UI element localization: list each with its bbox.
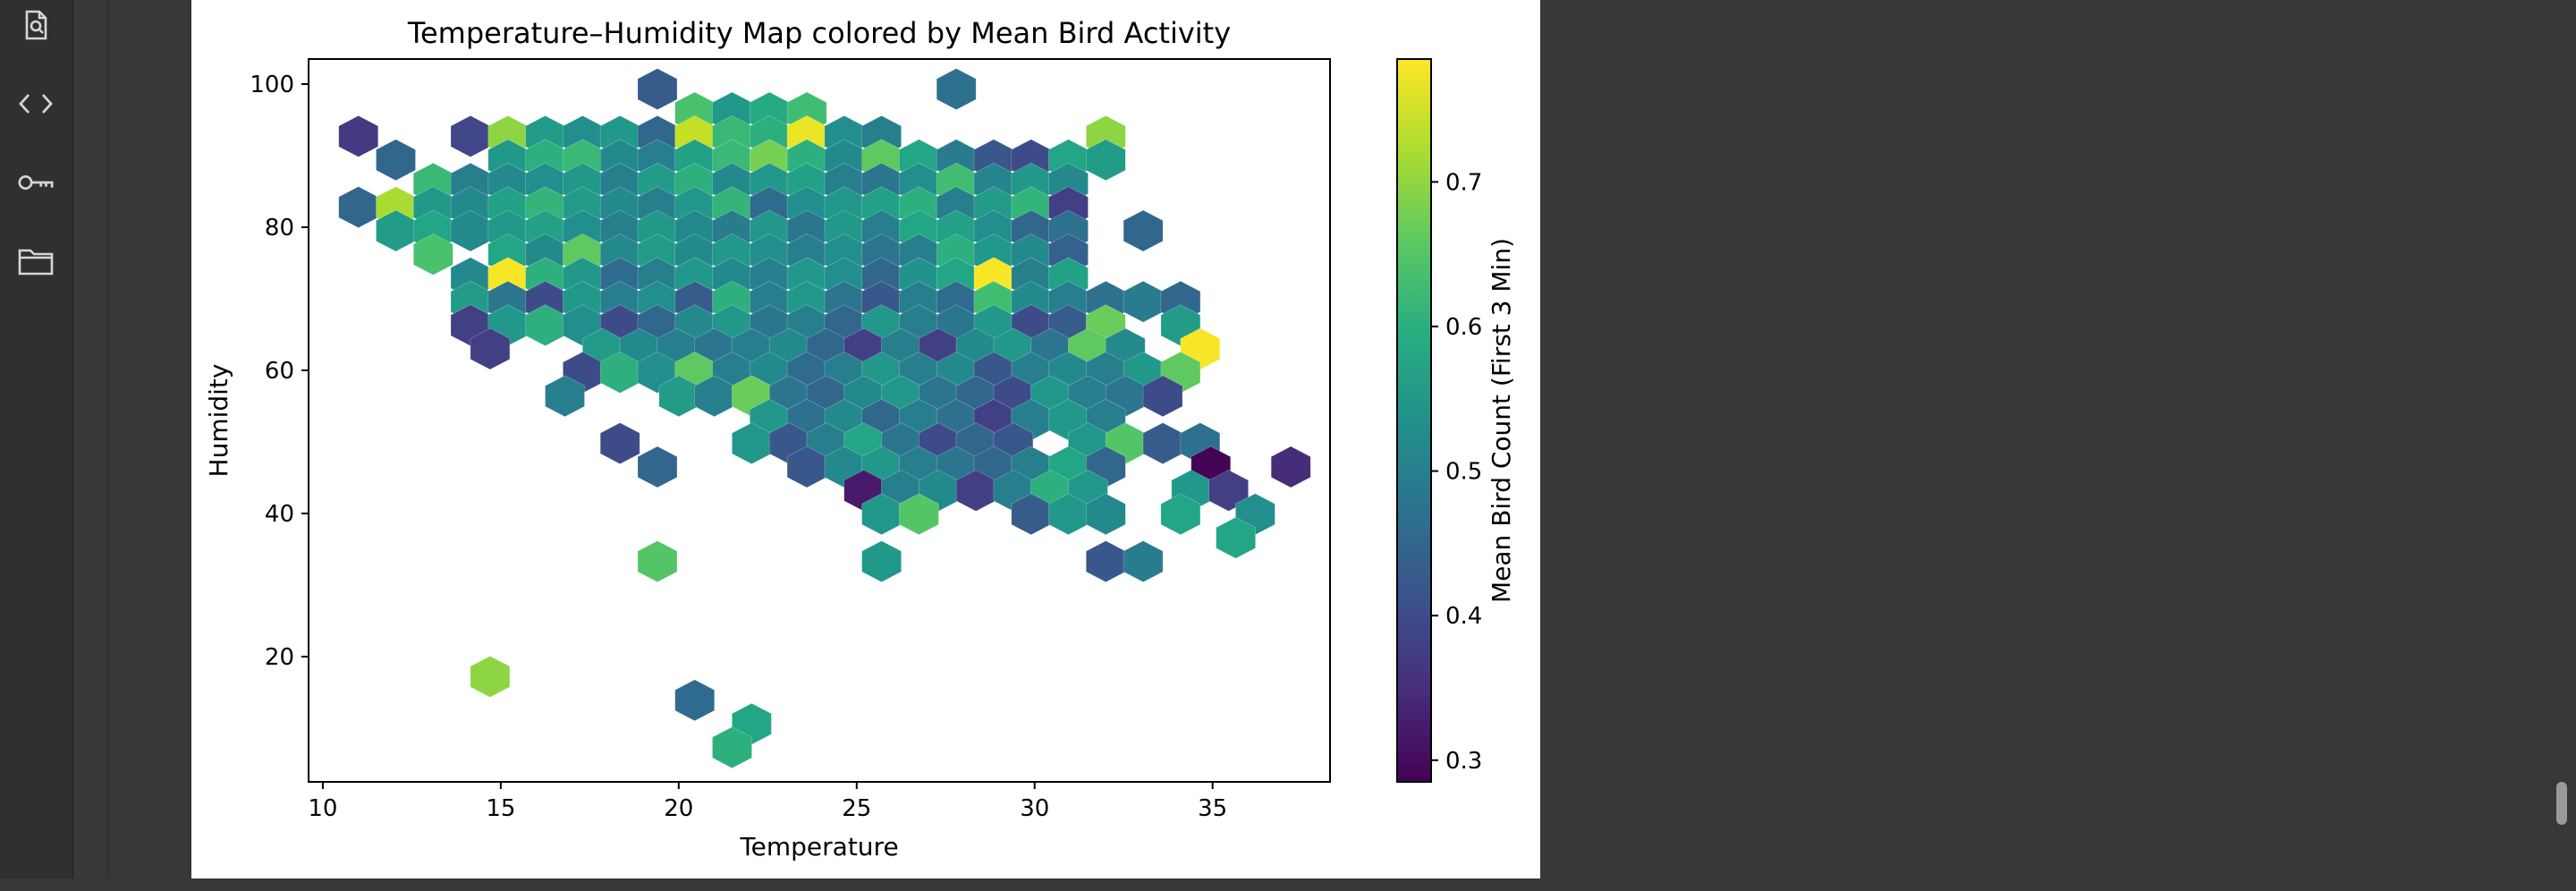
colorbar-tick-label: 0.3 <box>1445 748 1482 775</box>
hexbin-cell <box>450 115 491 157</box>
plot-frame <box>308 58 1331 783</box>
y-axis: 20 40 60 80 100 <box>250 72 309 671</box>
hexbin-cell <box>1160 493 1201 536</box>
hexbin-cell <box>936 68 977 110</box>
scrollbar-thumb[interactable] <box>2556 782 2567 825</box>
hexbin-chart: Temperature–Humidity Map colored by Mean… <box>204 16 1516 861</box>
hexbin-cell <box>1085 493 1126 536</box>
hexbin-cell <box>1270 446 1311 488</box>
y-tick-label: 80 <box>265 215 294 242</box>
x-axis-label: Temperature <box>739 832 898 861</box>
hexbin-cell <box>376 139 416 182</box>
key-icon[interactable] <box>16 163 55 202</box>
colorbar-tick-label: 0.6 <box>1445 314 1482 341</box>
colorbar-tick-label: 0.4 <box>1445 603 1482 630</box>
hexbin-cell <box>1216 516 1256 559</box>
hexbin-cell <box>1123 540 1164 582</box>
hexbin-cell <box>338 115 378 157</box>
folder-icon[interactable] <box>16 242 55 281</box>
y-axis-label: Humidity <box>204 364 233 478</box>
hexbin-cell <box>413 233 453 276</box>
y-tick-label: 20 <box>265 644 294 671</box>
hexbin-cell <box>1142 375 1183 418</box>
x-tick-label: 10 <box>308 795 337 822</box>
hexbin-cell <box>1085 139 1126 182</box>
left-sidebar <box>0 0 73 891</box>
y-tick-label: 60 <box>265 358 294 385</box>
hexbin-cells <box>338 68 1311 768</box>
hexbin-cell <box>861 540 902 582</box>
hexbin-cell <box>637 540 678 582</box>
colorbar-label: Mean Bird Count (First 3 Min) <box>1487 238 1516 603</box>
hexbin-cell <box>1208 470 1249 512</box>
code-icon[interactable] <box>16 84 55 123</box>
x-axis: 10 15 20 25 30 35 <box>308 782 1227 822</box>
y-tick-label: 100 <box>250 72 294 98</box>
hexbin-cell <box>1085 540 1126 582</box>
hexbin-cell <box>470 327 511 370</box>
bottom-strip <box>0 878 2576 891</box>
x-tick-label: 35 <box>1198 795 1227 822</box>
hexbin-cell <box>1123 280 1164 323</box>
x-tick-label: 25 <box>842 795 871 822</box>
colorbar-tick-label: 0.5 <box>1445 459 1482 486</box>
hexbin-cell <box>545 375 585 418</box>
hexbin-cell <box>1142 422 1183 464</box>
hexbin-cell <box>674 679 716 722</box>
hexbin-cell <box>637 68 678 110</box>
cell-output: Temperature–Humidity Map colored by Mean… <box>191 0 1540 878</box>
hexbin-cell <box>338 186 378 228</box>
hexbin-cell <box>1123 209 1164 252</box>
hexbin-cell <box>712 726 752 768</box>
hexbin-cell <box>637 446 678 488</box>
hexbin-cell <box>899 493 939 536</box>
hexbin-cell <box>599 422 640 464</box>
x-tick-label: 20 <box>664 795 693 822</box>
x-tick-label: 15 <box>486 795 515 822</box>
divider <box>107 0 109 891</box>
y-tick-label: 40 <box>265 501 294 528</box>
colorbar <box>1396 58 1432 783</box>
chart-title: Temperature–Humidity Map colored by Mean… <box>407 16 1231 50</box>
colorbar-axis: 0.3 0.4 0.5 0.6 0.7 <box>1431 169 1482 775</box>
x-tick-label: 30 <box>1020 795 1049 822</box>
file-search-icon[interactable] <box>16 5 55 45</box>
colorbar-tick-label: 0.7 <box>1445 169 1482 196</box>
hexbin-cell <box>470 656 511 698</box>
